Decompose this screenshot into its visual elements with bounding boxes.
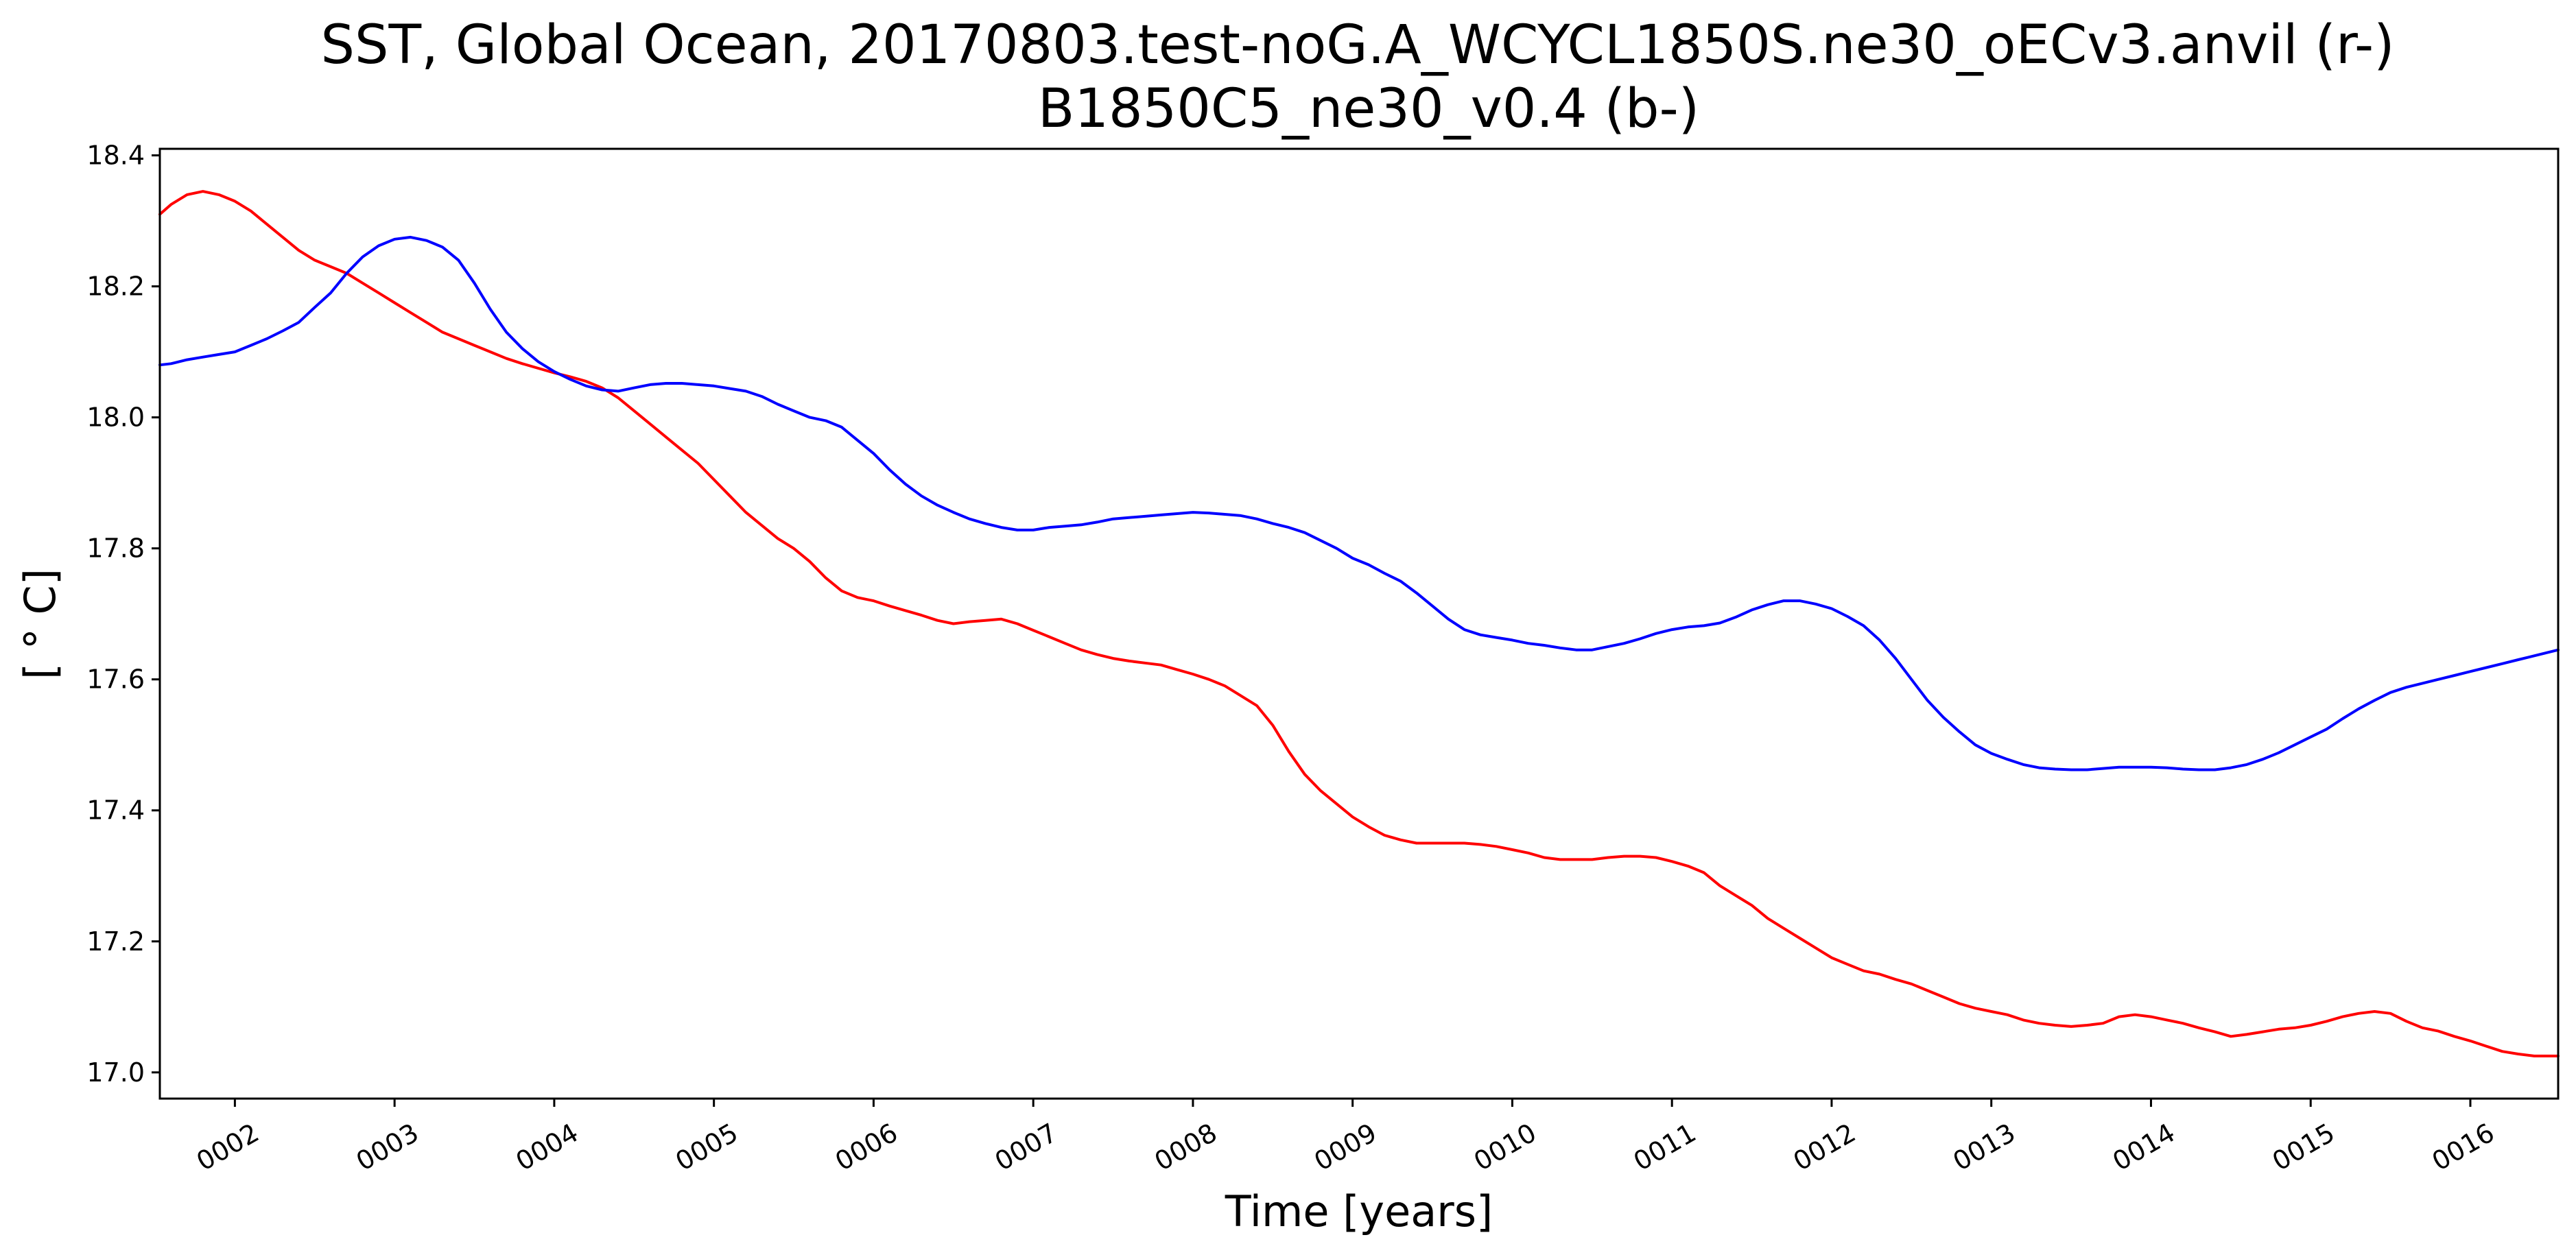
series-layer [158,190,2560,1057]
x-tick-label: 0003 [351,1118,424,1177]
x-tick-label: 0006 [830,1118,903,1177]
series-line-0 [158,190,2560,1057]
x-axis-label: Time [years] [1225,1186,1493,1236]
y-tick-label: 18.2 [86,272,145,302]
x-tick-label: 0004 [511,1118,584,1177]
x-tick-label: 0008 [1150,1118,1222,1177]
x-tick-label: 0016 [2427,1118,2500,1177]
y-tick-label: 17.4 [86,795,145,826]
y-tick-label: 17.0 [86,1057,145,1088]
x-tick-label: 0002 [191,1118,264,1177]
chart-title-line-2: B1850C5_ne30_v0.4 (b-) [1038,78,1699,140]
y-tick-label: 18.0 [86,403,145,433]
y-axis-ticks: 17.0 17.2 17.4 17.6 17.8 18.0 18.2 18.4 [86,141,160,1088]
x-tick-label: 0010 [1469,1118,1541,1177]
y-tick-label: 17.6 [86,665,145,695]
y-tick-label: 18.4 [86,141,145,171]
x-tick-label: 0014 [2107,1118,2180,1177]
x-tick-label: 0009 [1309,1118,1382,1177]
y-tick-label: 17.8 [86,534,145,564]
chart-title-line-1: SST, Global Ocean, 20170803.test-noG.A_W… [320,14,2394,76]
x-tick-label: 0015 [2267,1118,2340,1177]
x-tick-label: 0007 [990,1118,1063,1177]
x-axis-ticks: 0002 0003 0004 0005 0006 0007 0008 0009 0010 0011… [191,1099,2499,1177]
y-axis-label: [ ° C] [15,568,65,680]
x-tick-label: 0011 [1629,1118,1701,1177]
series-line-1 [158,235,2560,771]
x-tick-label: 0005 [670,1118,743,1177]
plot-area-frame [158,147,2560,1100]
x-tick-label: 0012 [1788,1118,1861,1177]
x-tick-label: 0013 [1948,1118,2020,1177]
y-tick-label: 17.2 [86,926,145,957]
